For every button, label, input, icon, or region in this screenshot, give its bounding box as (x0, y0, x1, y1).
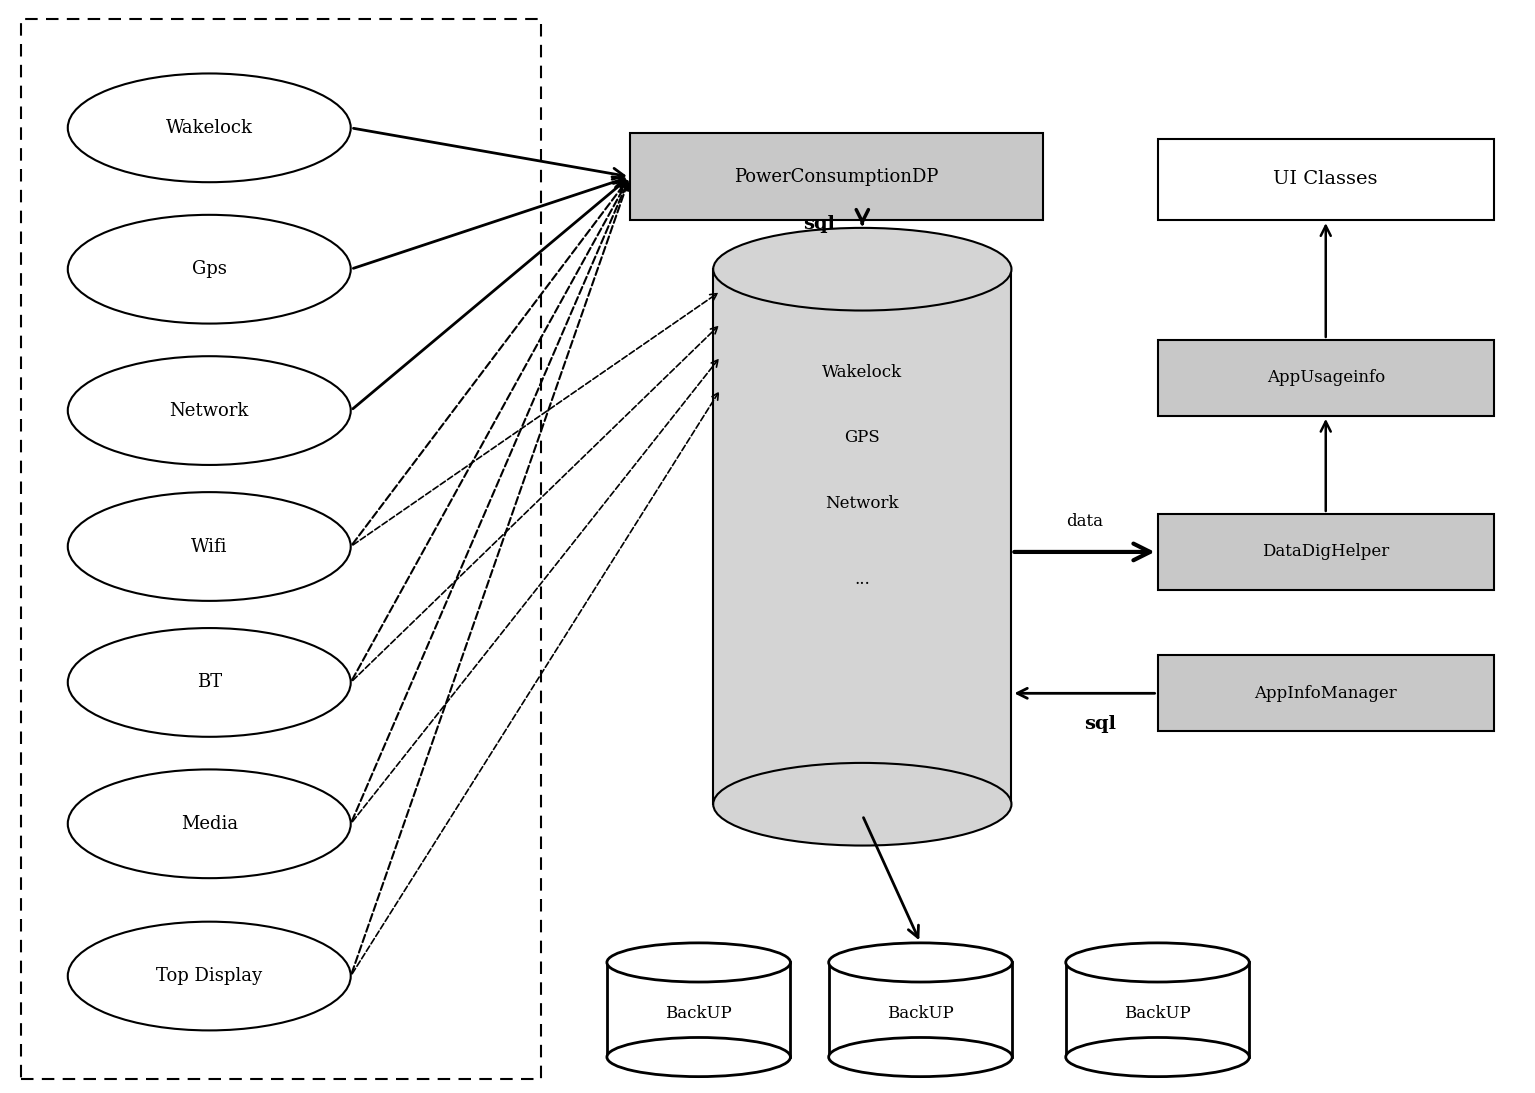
Bar (1157, 340, 1494, 416)
Ellipse shape (714, 227, 1012, 310)
Ellipse shape (714, 763, 1012, 846)
Text: Media: Media (181, 814, 238, 833)
Ellipse shape (1065, 1037, 1249, 1077)
Text: Wakelock: Wakelock (166, 119, 253, 137)
Bar (629, 133, 1042, 221)
Bar (1157, 139, 1494, 221)
Text: PowerConsumptionDP: PowerConsumptionDP (734, 167, 938, 186)
Text: DataDigHelper: DataDigHelper (1262, 543, 1389, 561)
Text: ...: ... (855, 571, 870, 588)
Ellipse shape (1065, 943, 1249, 982)
Text: UI Classes: UI Classes (1274, 171, 1378, 188)
Bar (606, 963, 791, 1057)
Text: BackUP: BackUP (665, 1006, 732, 1022)
Bar (1157, 514, 1494, 590)
Text: Wakelock: Wakelock (823, 364, 903, 381)
Text: Network: Network (169, 401, 249, 420)
Text: BackUP: BackUP (1124, 1006, 1191, 1022)
Text: data: data (1065, 513, 1104, 530)
Bar (21, 19, 542, 1080)
Bar (1157, 655, 1494, 731)
Text: Wifi: Wifi (190, 538, 227, 555)
Text: Gps: Gps (192, 260, 227, 279)
Text: sql: sql (803, 215, 835, 233)
Bar (1065, 963, 1249, 1057)
Text: BackUP: BackUP (887, 1006, 953, 1022)
Text: Top Display: Top Display (157, 967, 262, 985)
Ellipse shape (606, 943, 791, 982)
Text: AppInfoManager: AppInfoManager (1254, 685, 1397, 702)
Ellipse shape (829, 1037, 1012, 1077)
Ellipse shape (606, 1037, 791, 1077)
Text: Network: Network (826, 494, 900, 512)
Text: sql: sql (1084, 715, 1116, 732)
Text: BT: BT (196, 673, 223, 692)
Bar (714, 269, 1012, 804)
Bar (829, 963, 1012, 1057)
Text: GPS: GPS (844, 430, 880, 446)
Ellipse shape (829, 943, 1012, 982)
Text: AppUsageinfo: AppUsageinfo (1266, 369, 1385, 387)
